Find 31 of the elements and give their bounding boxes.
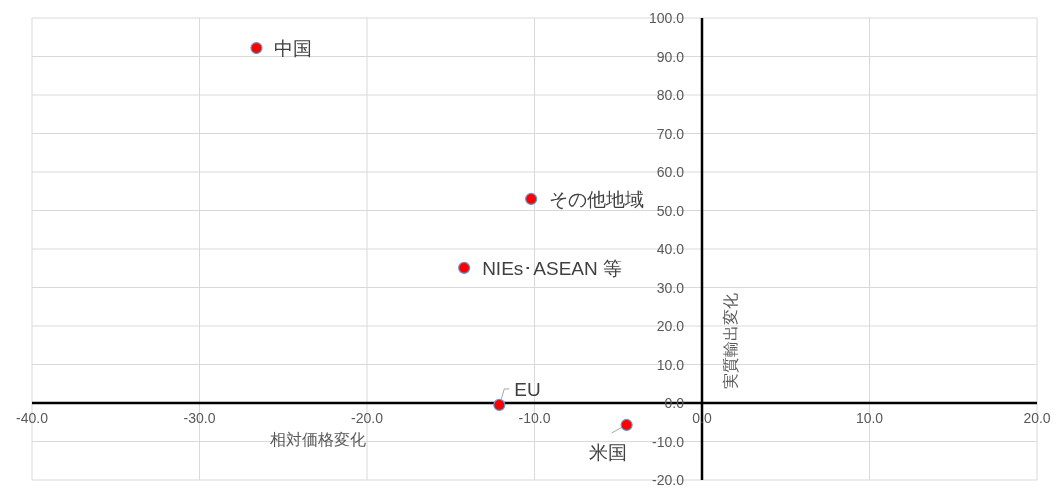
y-tick-label: 60.0 — [656, 164, 685, 180]
annotation: EU — [514, 378, 541, 400]
y-tick-label: 70.0 — [656, 125, 685, 142]
x-tick-label: 10.0 — [855, 410, 884, 426]
y-tick-label: 100.0 — [648, 10, 685, 26]
y-tick-label: 50.0 — [656, 202, 685, 219]
y-tick-label: 10.0 — [656, 356, 685, 373]
y-tick-label: 90.0 — [656, 48, 685, 65]
x-tick-label: 20.0 — [1023, 410, 1051, 426]
point — [458, 261, 471, 274]
point — [525, 192, 538, 206]
x-tick-label: -10.0 — [518, 410, 551, 426]
annotation: NIEs･ASEAN 等 — [482, 257, 623, 279]
y-tick-label: 20.0 — [656, 318, 685, 334]
x-tick-label: -40.0 — [16, 410, 49, 426]
y-tick-label: 0.0 — [664, 395, 685, 411]
annotation: 米国 — [588, 441, 627, 463]
y-tick-label: 40.0 — [656, 241, 685, 257]
y-tick-label: 80.0 — [656, 87, 685, 103]
y-tick-label: 30.0 — [656, 279, 685, 296]
point — [250, 41, 263, 55]
y-tick-label: -20.0 — [652, 472, 685, 488]
y-tick-label: -10.0 — [652, 433, 685, 450]
point — [620, 418, 633, 432]
annotation: 中国 — [274, 38, 313, 60]
annotation: その他地域 — [549, 188, 645, 210]
point — [493, 398, 506, 412]
x-axis-title: 相対価格変化 — [270, 431, 367, 448]
x-tick-label: -20.0 — [351, 410, 384, 426]
y-axis-title: 実質輸出変化 — [722, 293, 739, 390]
x-tick-label: -30.0 — [183, 410, 216, 426]
